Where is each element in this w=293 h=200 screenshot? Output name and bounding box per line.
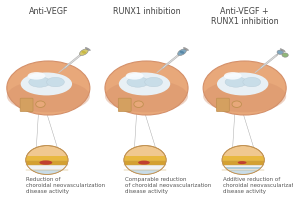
- Ellipse shape: [7, 80, 90, 112]
- Polygon shape: [64, 55, 81, 68]
- Ellipse shape: [81, 51, 86, 54]
- Bar: [124, 170, 166, 175]
- Bar: [124, 165, 166, 170]
- Ellipse shape: [79, 49, 88, 55]
- Circle shape: [232, 101, 241, 107]
- Ellipse shape: [178, 49, 186, 55]
- Ellipse shape: [225, 77, 247, 87]
- Ellipse shape: [28, 72, 45, 80]
- Circle shape: [36, 101, 45, 107]
- Ellipse shape: [217, 72, 268, 95]
- Ellipse shape: [277, 50, 283, 54]
- Text: Additive reduction of
choroidal neovascularization
disease activity: Additive reduction of choroidal neovascu…: [223, 177, 293, 194]
- Ellipse shape: [145, 77, 163, 87]
- Text: RUNX1 inhibition: RUNX1 inhibition: [113, 7, 180, 16]
- Ellipse shape: [280, 49, 285, 52]
- Ellipse shape: [203, 61, 286, 115]
- Ellipse shape: [238, 161, 246, 164]
- FancyBboxPatch shape: [118, 98, 131, 112]
- Ellipse shape: [224, 72, 242, 80]
- Bar: [26, 156, 68, 161]
- Ellipse shape: [183, 48, 188, 51]
- FancyBboxPatch shape: [217, 98, 229, 112]
- Bar: [222, 165, 264, 170]
- Bar: [26, 170, 68, 175]
- Bar: [222, 161, 264, 165]
- Ellipse shape: [243, 77, 261, 87]
- Ellipse shape: [203, 80, 286, 112]
- Bar: [222, 167, 264, 169]
- Bar: [26, 165, 68, 170]
- Ellipse shape: [105, 80, 188, 112]
- Ellipse shape: [127, 77, 149, 87]
- Bar: [124, 161, 166, 165]
- Polygon shape: [260, 55, 277, 68]
- Ellipse shape: [39, 160, 52, 165]
- Ellipse shape: [126, 72, 144, 80]
- Ellipse shape: [7, 61, 90, 115]
- Circle shape: [134, 101, 143, 107]
- Ellipse shape: [138, 161, 150, 165]
- Circle shape: [124, 146, 166, 174]
- Text: Anti-VEGF: Anti-VEGF: [29, 7, 68, 16]
- Ellipse shape: [29, 77, 50, 87]
- Text: Comparable reduction
of choroidal neovascularization
disease activity: Comparable reduction of choroidal neovas…: [125, 177, 211, 194]
- Circle shape: [26, 146, 68, 174]
- Text: Reduction of
choroidal neovascularization
disease activity: Reduction of choroidal neovascularizatio…: [26, 177, 105, 194]
- Bar: [124, 156, 166, 161]
- Bar: [26, 161, 68, 165]
- Ellipse shape: [105, 61, 188, 115]
- Bar: [222, 170, 264, 175]
- Ellipse shape: [180, 51, 184, 54]
- Bar: [222, 156, 264, 161]
- FancyBboxPatch shape: [20, 98, 33, 112]
- Polygon shape: [162, 55, 179, 68]
- Ellipse shape: [21, 72, 72, 95]
- Text: Anti-VEGF +
RUNX1 inhibition: Anti-VEGF + RUNX1 inhibition: [211, 7, 278, 26]
- Ellipse shape: [282, 53, 288, 57]
- Circle shape: [222, 146, 264, 174]
- Ellipse shape: [47, 77, 64, 87]
- Ellipse shape: [85, 48, 90, 51]
- Ellipse shape: [119, 72, 170, 95]
